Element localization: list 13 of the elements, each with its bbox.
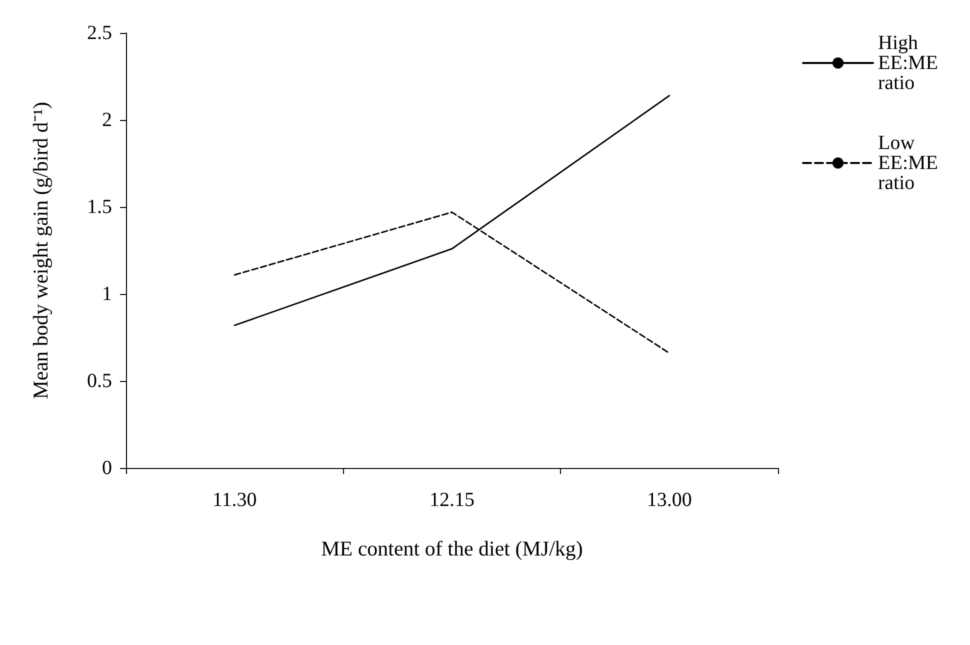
legend-label: Low EE:ME ratio xyxy=(878,132,944,194)
y-tick-label: 2 xyxy=(102,109,112,131)
legend-label: High EE:ME ratio xyxy=(878,32,944,94)
x-axis-title: ME content of the diet (MJ/kg) xyxy=(321,536,583,560)
x-tick-label: 13.00 xyxy=(646,489,692,511)
x-tick-label: 12.15 xyxy=(430,489,474,511)
x-tick-label: 11.30 xyxy=(212,489,257,511)
y-tick-label: 0.5 xyxy=(87,370,112,392)
y-tick-label: 1 xyxy=(102,283,112,305)
y-tick-label: 2.5 xyxy=(87,22,112,44)
y-tick-label: 1.5 xyxy=(87,196,112,218)
y-axis-title: Mean body weight gain (g/bird d⁻¹) xyxy=(28,102,52,400)
y-tick-label: 0 xyxy=(102,457,112,479)
